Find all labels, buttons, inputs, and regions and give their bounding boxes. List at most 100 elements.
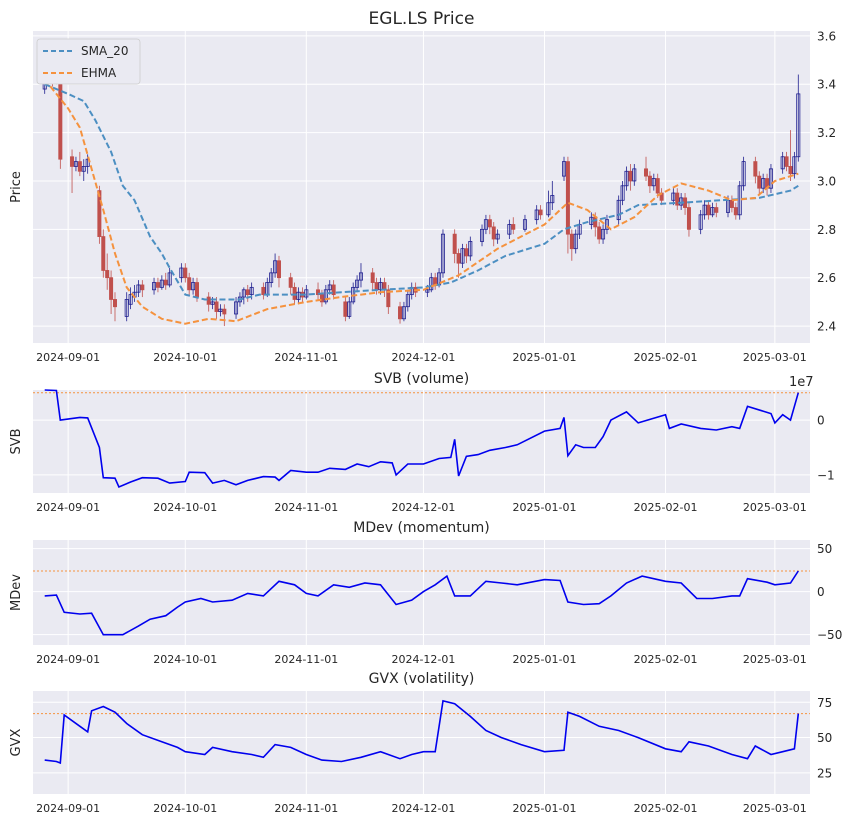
svb-indicator-line bbox=[44, 389, 800, 489]
mdev-marks bbox=[33, 570, 810, 636]
svb-x-tick-label: 2025-03-01 bbox=[743, 501, 807, 514]
svb-x-tick-label: 2025-02-01 bbox=[634, 501, 698, 514]
candle-body bbox=[538, 209, 543, 216]
gvx-x-tick-label: 2025-03-01 bbox=[743, 802, 807, 815]
candle-body bbox=[522, 219, 527, 230]
candle-body bbox=[546, 202, 551, 216]
candle-body bbox=[628, 170, 633, 182]
candle-body bbox=[331, 284, 336, 296]
candle-body bbox=[483, 219, 488, 230]
candle-body bbox=[675, 192, 680, 206]
candle-body bbox=[155, 282, 160, 288]
candle-body bbox=[304, 289, 309, 298]
candle-body bbox=[128, 294, 133, 305]
mdev-y-tick-label: 0 bbox=[817, 585, 825, 599]
mdev-tick-labels: 2024-09-01 2024-10-01 2024-11-01 2024-12-01… bbox=[36, 542, 842, 666]
candle-body bbox=[624, 170, 629, 187]
price-grid bbox=[33, 31, 810, 343]
candle-body bbox=[507, 224, 512, 235]
mdev-x-tick-label: 2024-12-01 bbox=[391, 653, 455, 666]
candle-body bbox=[124, 299, 129, 317]
candle-body bbox=[323, 289, 328, 303]
candle-body bbox=[616, 199, 621, 221]
candle-body bbox=[604, 219, 609, 230]
gvx-panel: 2024-09-01 2024-10-01 2024-11-01 2024-12-01… bbox=[9, 671, 832, 815]
candle-body bbox=[401, 306, 406, 320]
candle-body bbox=[686, 207, 691, 230]
price-y-tick-label: 3.0 bbox=[817, 174, 836, 188]
svb-panel-background bbox=[33, 390, 810, 493]
candle-body bbox=[429, 277, 434, 291]
candle-body bbox=[296, 291, 301, 300]
mdev-x-tick-label: 2025-03-01 bbox=[743, 653, 807, 666]
gvx-chart-title: GVX (volatility) bbox=[369, 671, 475, 687]
candle-body bbox=[70, 156, 75, 167]
svb-x-tick-label: 2025-01-01 bbox=[513, 501, 577, 514]
candle-body bbox=[167, 272, 172, 286]
svb-offset-label: 1e7 bbox=[789, 375, 814, 390]
candle-body bbox=[729, 199, 734, 208]
candle-body bbox=[218, 308, 223, 312]
svb-y-tick-label: 0 bbox=[817, 414, 825, 428]
candle-body bbox=[702, 204, 707, 216]
svb-x-tick-label: 2024-09-01 bbox=[36, 501, 100, 514]
price-legend: SMA_20 EHMA bbox=[36, 38, 141, 85]
candle-body bbox=[355, 279, 360, 288]
candle-body bbox=[343, 301, 348, 317]
svb-y-tick-label: −1 bbox=[817, 468, 835, 482]
svb-chart-title: SVB (volume) bbox=[374, 371, 469, 387]
candle-body bbox=[194, 282, 199, 298]
candle-body bbox=[179, 267, 184, 279]
candle-body bbox=[655, 178, 660, 194]
candle-body bbox=[214, 301, 219, 312]
candle-body bbox=[234, 301, 239, 315]
candle-body bbox=[565, 161, 570, 235]
candle-body bbox=[741, 161, 746, 187]
candle-body bbox=[136, 284, 141, 293]
mdev-x-tick-label: 2024-11-01 bbox=[274, 653, 338, 666]
candle-body bbox=[714, 207, 719, 213]
gvx-tick-labels: 2024-09-01 2024-10-01 2024-11-01 2024-12-01… bbox=[36, 696, 832, 815]
candle-body bbox=[706, 204, 711, 216]
candle-body bbox=[183, 267, 188, 279]
candle-body bbox=[276, 260, 281, 279]
svb-grid bbox=[33, 390, 810, 493]
candle-body bbox=[780, 156, 785, 170]
candle-body bbox=[651, 178, 656, 187]
candle-body bbox=[327, 284, 332, 291]
gvx-y-tick-label: 50 bbox=[817, 731, 832, 745]
gvx-x-tick-label: 2024-10-01 bbox=[153, 802, 217, 815]
candle-body bbox=[710, 207, 715, 216]
candle-body bbox=[374, 282, 379, 291]
price-tick-labels: 2024-09-01 2024-10-01 2024-11-01 2024-12-01… bbox=[36, 29, 836, 364]
candle-body bbox=[97, 190, 102, 237]
mdev-y-tick-label: 50 bbox=[817, 542, 832, 556]
candle-body bbox=[593, 216, 598, 228]
candle-body bbox=[370, 272, 375, 283]
candle-body bbox=[249, 286, 254, 296]
candle-body bbox=[679, 197, 684, 206]
gvx-y-tick-label: 75 bbox=[817, 696, 832, 710]
price-x-tick-label: 2025-03-01 bbox=[743, 351, 807, 364]
svb-y-axis-label: SVB bbox=[9, 428, 24, 454]
candle-body bbox=[112, 299, 117, 308]
candle-body bbox=[163, 279, 168, 286]
candle-body bbox=[398, 306, 403, 320]
legend-label-ehma: EHMA bbox=[81, 66, 117, 80]
svb-tick-labels: 2024-09-01 2024-10-01 2024-11-01 2024-12-01… bbox=[36, 414, 835, 514]
candle-body bbox=[452, 233, 457, 254]
candle-body bbox=[534, 209, 539, 221]
candle-body bbox=[784, 156, 789, 167]
gvx-grid bbox=[33, 691, 810, 794]
gvx-x-tick-label: 2025-02-01 bbox=[634, 802, 698, 815]
price-chart-title: EGL.LS Price bbox=[369, 9, 475, 29]
candle-body bbox=[601, 228, 606, 240]
candle-body bbox=[152, 282, 157, 291]
candle-body bbox=[347, 301, 352, 317]
candle-body bbox=[210, 301, 215, 305]
mdev-panel: 2024-09-01 2024-10-01 2024-11-01 2024-12-01… bbox=[9, 520, 842, 666]
candle-body bbox=[105, 270, 110, 279]
candle-body bbox=[269, 272, 274, 283]
gvx-marks bbox=[33, 699, 810, 765]
legend-label-sma: SMA_20 bbox=[81, 44, 128, 58]
